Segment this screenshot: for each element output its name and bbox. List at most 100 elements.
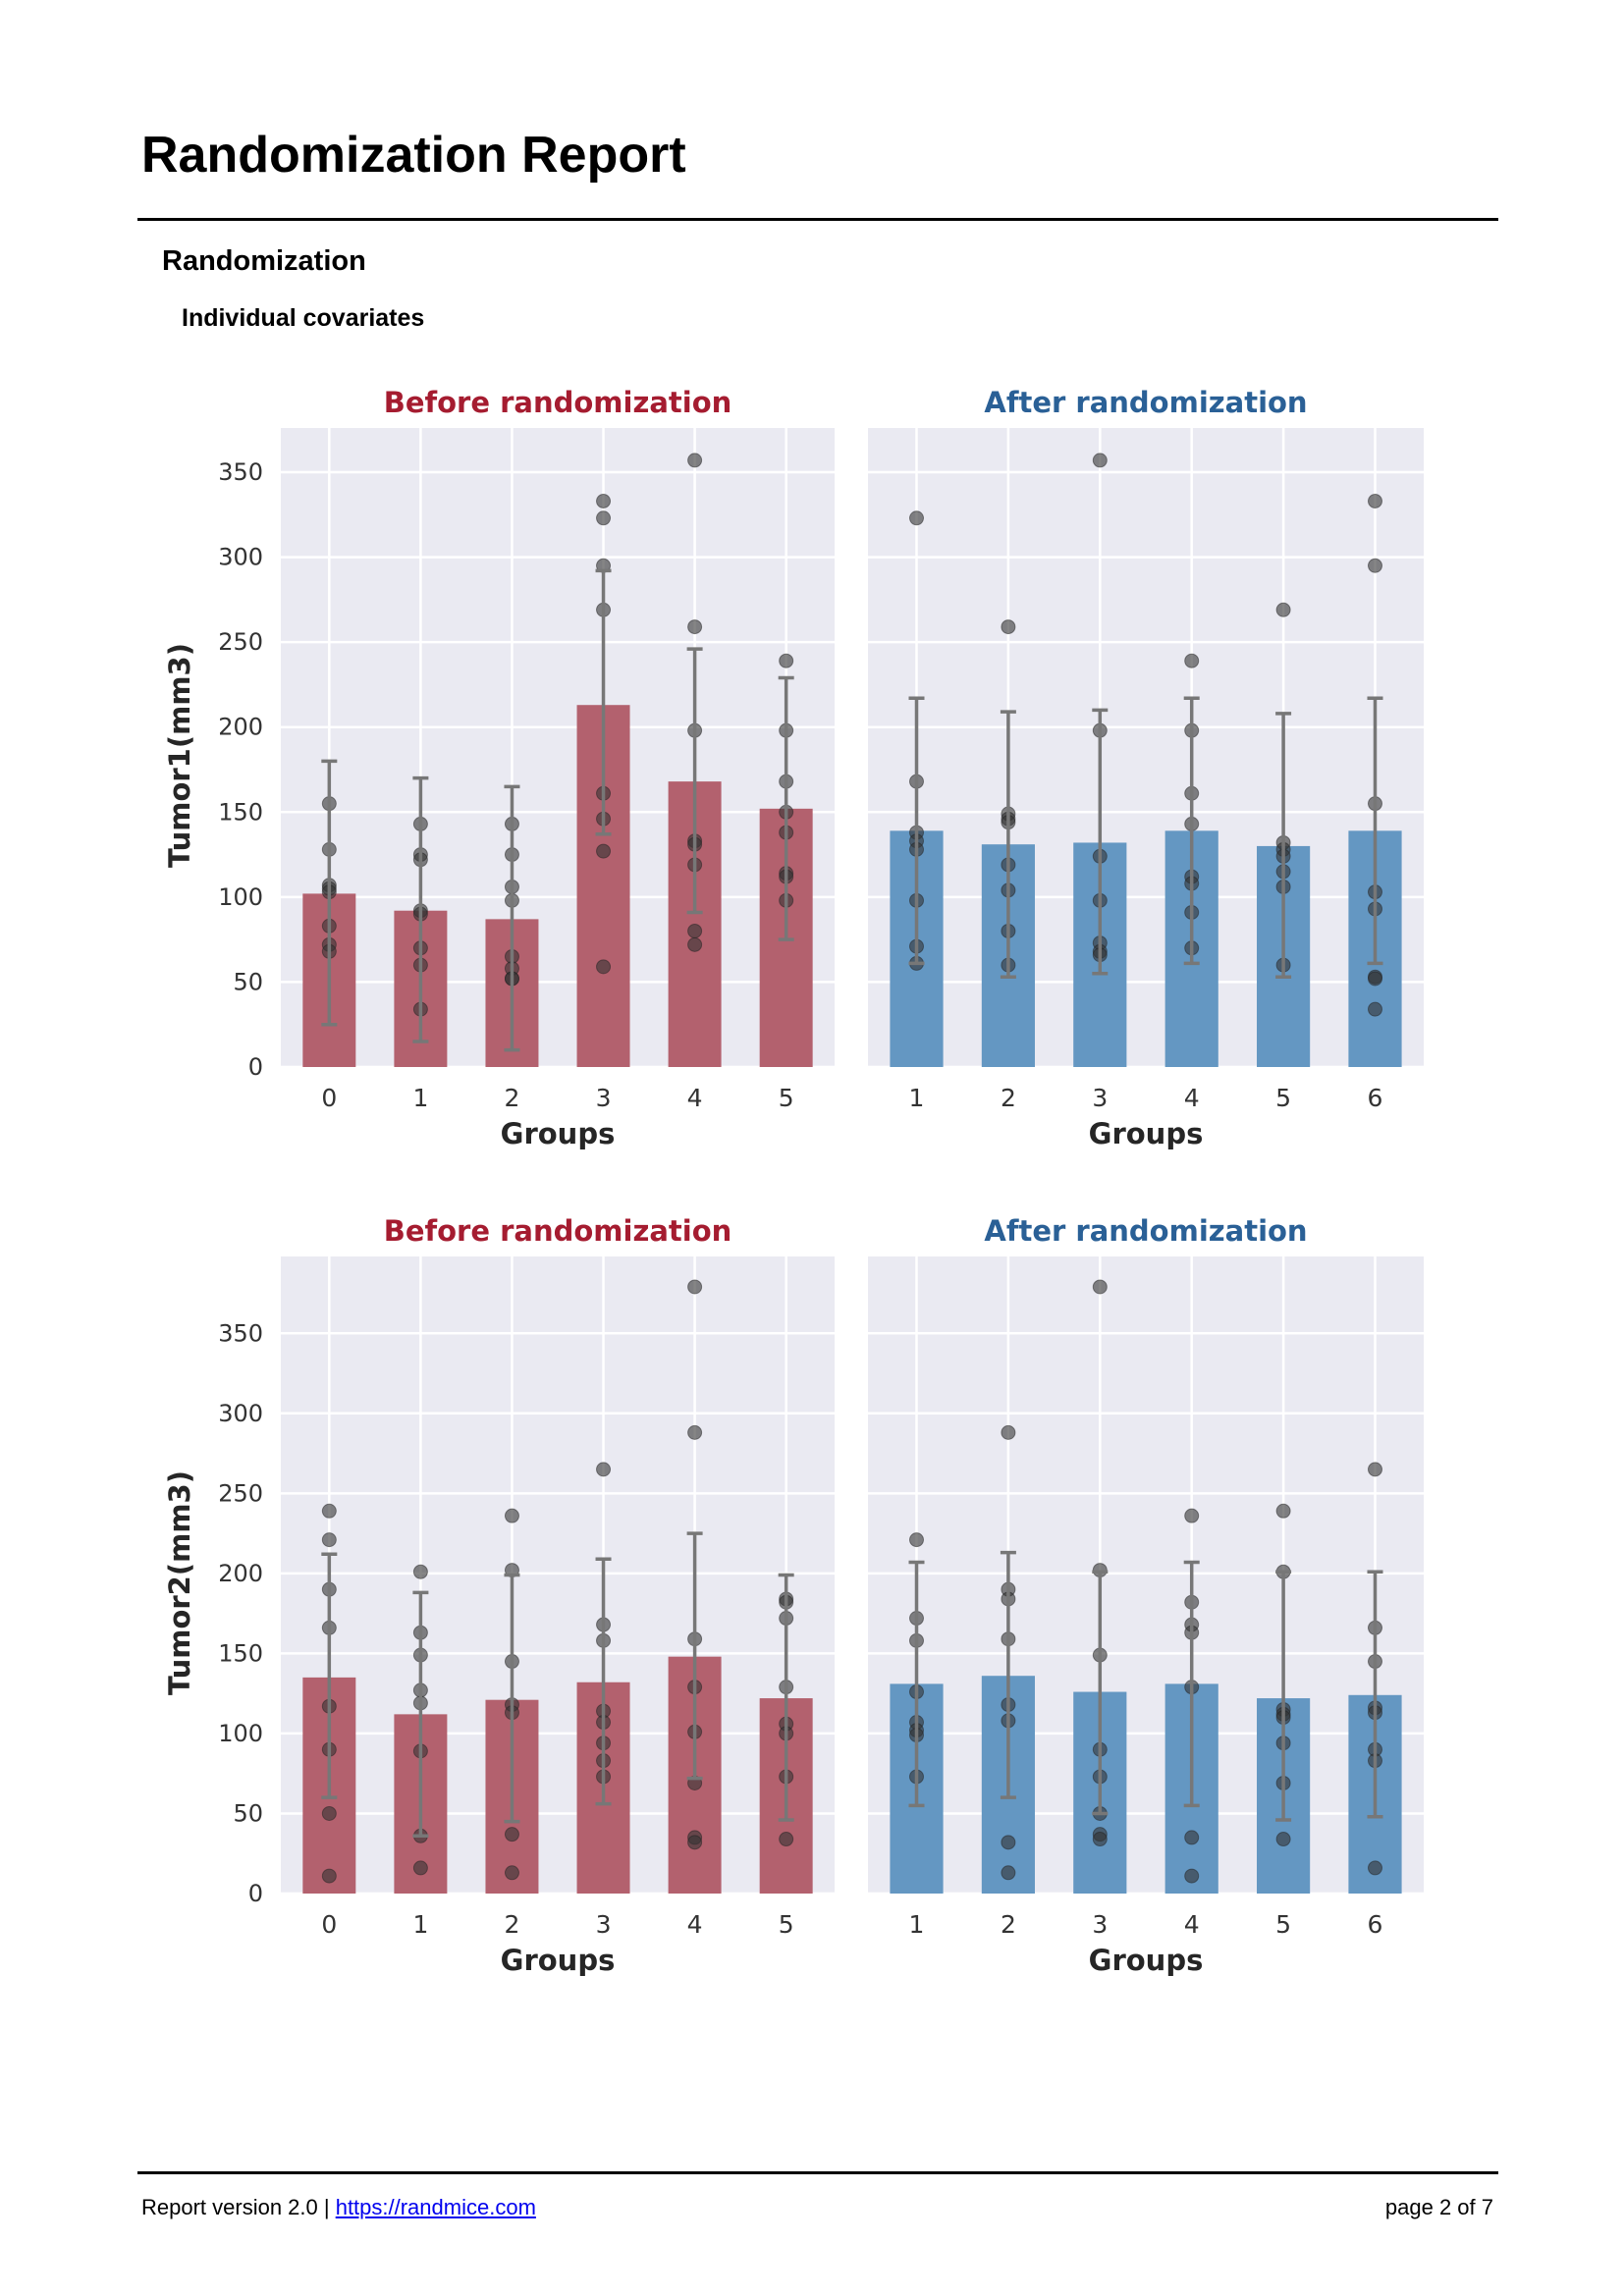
footer-divider [137,2171,1498,2174]
data-point [909,510,925,526]
error-bar [1183,1560,1200,1808]
chart-title: Before randomization [384,1214,732,1248]
chart-4: 1 2 3 4 5 6 Groups After randomization [868,1214,1424,1977]
data-point [504,1827,519,1842]
data-point [1092,1279,1108,1295]
error-bar [412,775,429,1043]
header-divider [137,218,1498,221]
data-point [596,1462,612,1477]
chart-3: 0 50 100 150 200 250 300 350 0 1 2 3 4 5 Groups Before … [163,1214,835,1977]
footer-page-number: page 2 of 7 [1384,2195,1493,2219]
x-tick-label: 6 [1368,1084,1383,1112]
error-bar [412,1590,429,1839]
data-point [504,1865,519,1881]
error-bar [595,1557,612,1806]
chart-title: Before randomization [384,386,732,419]
x-tick-label: 4 [1184,1084,1200,1112]
data-point [1092,453,1108,468]
error-bar [321,1552,338,1799]
y-axis-label: Tumor2(mm3) [163,1470,196,1695]
y-tick-label: 300 [218,544,263,571]
error-bar [1275,1570,1292,1822]
y-tick-label: 250 [218,1479,263,1507]
y-tick-label: 350 [218,1319,263,1347]
data-point [321,1503,337,1519]
x-tick-label: 2 [1001,1910,1016,1939]
y-tick-label: 50 [233,1799,263,1827]
x-tick-label: 0 [321,1084,337,1112]
x-tick-label: 2 [505,1084,520,1112]
data-point [1092,1832,1108,1847]
x-axis-label: Groups [1089,1117,1204,1150]
data-point [1367,971,1382,987]
data-point [779,653,794,668]
error-bar [686,647,703,915]
x-axis-label: Groups [501,1117,616,1150]
x-tick-label: 3 [1092,1084,1108,1112]
data-point [687,1835,703,1850]
data-point [504,1508,519,1523]
y-tick-label: 200 [218,1560,263,1587]
x-axis-label: Groups [501,1944,616,1977]
footer-version-text: Report version 2.0 | [141,2195,336,2219]
x-tick-label: 6 [1368,1910,1383,1939]
error-bar [686,1531,703,1781]
y-tick-label: 0 [248,1053,263,1081]
x-tick-label: 4 [1184,1910,1200,1939]
error-bar [778,675,794,941]
x-tick-label: 1 [412,1084,428,1112]
error-bar [778,1573,794,1822]
data-point [1184,1830,1200,1845]
error-bar [595,568,612,836]
error-bar [1367,696,1383,966]
chart-2: 1 2 3 4 5 6 Groups After randomization [868,386,1424,1150]
y-tick-label: 100 [218,883,263,911]
chart-1: 0 50 100 150 200 250 300 350 0 1 2 3 4 5 Groups Before … [163,386,835,1150]
x-tick-label: 1 [909,1084,925,1112]
data-point [687,619,703,635]
footer-link[interactable]: https://randmice.com [335,2195,536,2219]
data-point [1001,1424,1016,1440]
plot-background [281,1256,835,1894]
x-tick-label: 2 [1001,1084,1016,1112]
data-point [321,1805,337,1821]
error-bar [1183,696,1200,966]
x-tick-label: 1 [909,1910,925,1939]
data-point [687,923,703,938]
chart-title: After randomization [984,1214,1307,1248]
x-tick-label: 0 [321,1910,337,1939]
x-tick-label: 5 [779,1084,794,1112]
section-title: Randomization [162,245,366,277]
y-tick-label: 200 [218,714,263,741]
x-tick-label: 4 [687,1910,703,1939]
data-point [596,493,612,508]
data-point [687,453,703,468]
data-point [1367,1001,1382,1017]
error-bar [1275,712,1292,979]
data-point [412,1564,428,1579]
y-tick-label: 150 [218,798,263,826]
plot-background [868,428,1424,1067]
error-bar [908,696,925,966]
subsection-title: Individual covariates [182,304,425,332]
x-tick-label: 1 [412,1910,428,1939]
data-point [1367,558,1382,573]
data-point [1001,619,1016,635]
x-tick-label: 2 [505,1910,520,1939]
data-point [909,1532,925,1548]
y-tick-label: 0 [248,1880,263,1907]
data-point [1275,1503,1291,1519]
y-tick-label: 350 [218,458,263,486]
y-tick-label: 100 [218,1720,263,1747]
error-bar [1000,710,1016,979]
error-bar [1092,708,1109,976]
x-tick-label: 5 [1275,1910,1291,1939]
data-point [687,1279,703,1295]
error-bar [1000,1550,1016,1799]
error-bar [504,1573,520,1824]
plot-background [868,1256,1424,1894]
error-bar [321,759,338,1027]
y-tick-label: 150 [218,1639,263,1667]
data-point [596,959,612,975]
